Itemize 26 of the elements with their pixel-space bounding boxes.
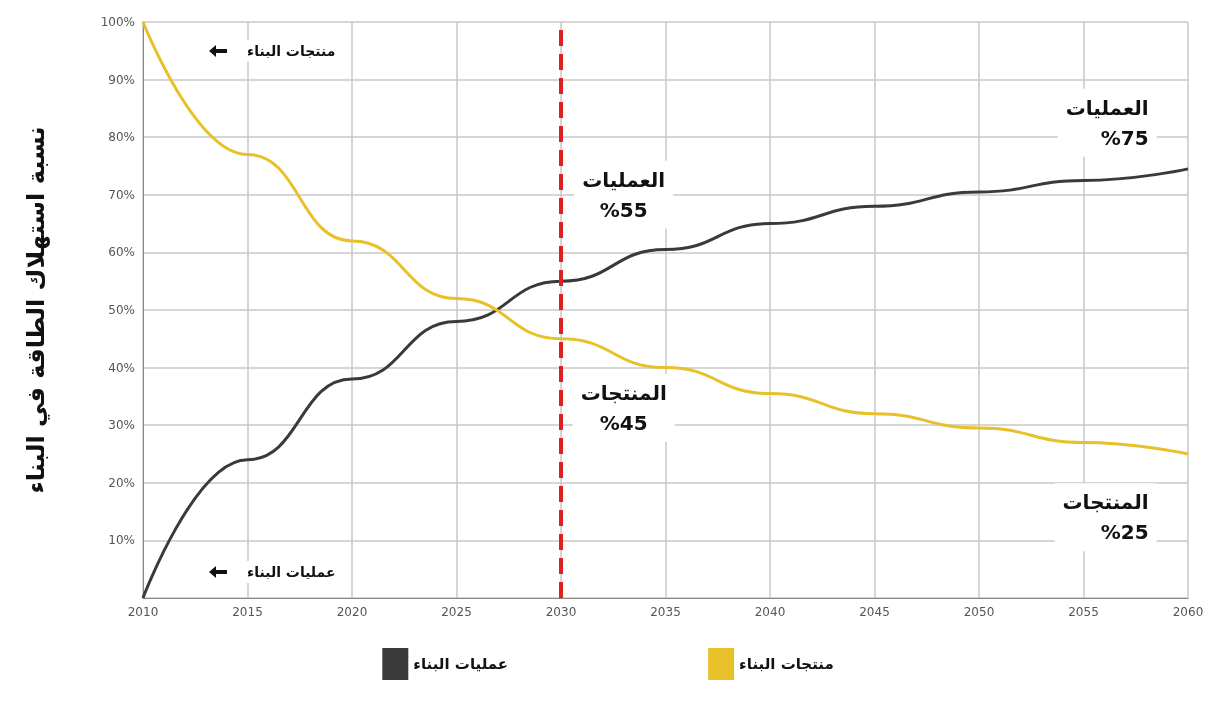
legend-label: منتجات البناء (739, 655, 834, 673)
y-axis-title: نسبة استهلاك الطاقة في البناء (22, 126, 50, 494)
y-tick-label: 10% (108, 533, 135, 548)
y-tick-label: 20% (108, 475, 135, 490)
x-tick-label: 2035 (650, 605, 681, 619)
x-tick-label: 2010 (127, 605, 159, 619)
legend-label: عمليات البناء (413, 655, 509, 673)
x-tick-label: 2060 (1172, 605, 1204, 619)
x-tick-label: 2050 (963, 605, 995, 619)
y-tick-label: 40% (108, 360, 135, 375)
x-tick-label: 2025 (441, 605, 472, 619)
y-tick-label: 100% (100, 15, 135, 29)
annotation: منتجات البناء (247, 42, 336, 59)
y-tick-label: 30% (108, 418, 135, 433)
x-tick-label: 2030 (545, 605, 577, 619)
annotation: عمليات البناء (247, 564, 336, 581)
y-tick-label: 80% (108, 130, 135, 145)
x-tick-label: 2055 (1068, 605, 1099, 619)
y-tick-label: 70% (108, 187, 135, 202)
y-tick-label: 90% (108, 72, 135, 87)
x-tick-label: 2020 (336, 605, 368, 619)
x-tick-label: 2015 (232, 605, 263, 619)
y-tick-label: 50% (108, 303, 135, 317)
x-tick-label: 2040 (754, 605, 786, 619)
y-tick-label: 60% (108, 245, 135, 260)
x-tick-label: 2045 (859, 605, 890, 619)
